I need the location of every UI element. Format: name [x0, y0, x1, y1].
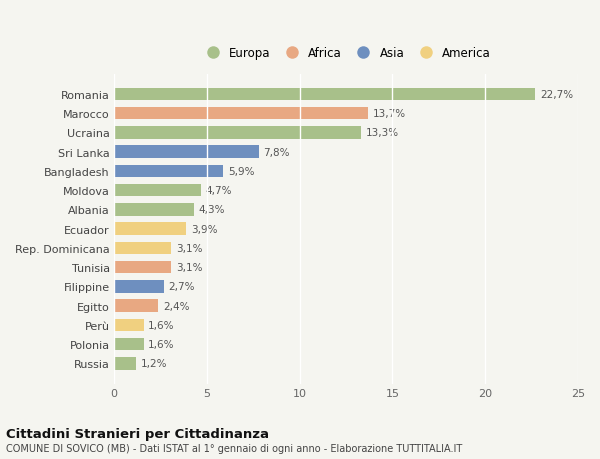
Text: 4,7%: 4,7% — [206, 186, 232, 196]
Text: 3,1%: 3,1% — [176, 243, 203, 253]
Text: 5,9%: 5,9% — [228, 167, 254, 177]
Legend: Europa, Africa, Asia, America: Europa, Africa, Asia, America — [197, 43, 494, 63]
Text: 13,3%: 13,3% — [365, 128, 398, 138]
Bar — [114, 242, 172, 255]
Bar — [114, 280, 164, 293]
Text: 3,9%: 3,9% — [191, 224, 217, 234]
Bar — [114, 165, 223, 178]
Text: 1,6%: 1,6% — [148, 320, 175, 330]
Text: 1,2%: 1,2% — [141, 358, 167, 369]
Text: 22,7%: 22,7% — [540, 90, 573, 100]
Text: 7,8%: 7,8% — [263, 147, 290, 157]
Bar — [114, 185, 201, 197]
Text: 13,7%: 13,7% — [373, 109, 406, 119]
Bar — [114, 108, 368, 120]
Bar — [114, 319, 143, 331]
Bar — [114, 146, 259, 159]
Bar — [114, 204, 194, 216]
Bar — [114, 261, 172, 274]
Bar — [114, 127, 361, 140]
Bar — [114, 89, 535, 101]
Bar — [114, 300, 158, 312]
Bar — [114, 358, 136, 370]
Text: 4,3%: 4,3% — [199, 205, 225, 215]
Text: 3,1%: 3,1% — [176, 263, 203, 273]
Bar — [114, 338, 143, 351]
Text: 2,4%: 2,4% — [163, 301, 190, 311]
Text: 1,6%: 1,6% — [148, 340, 175, 349]
Text: Cittadini Stranieri per Cittadinanza: Cittadini Stranieri per Cittadinanza — [6, 427, 269, 440]
Bar — [114, 223, 187, 235]
Text: 2,7%: 2,7% — [169, 282, 195, 292]
Text: COMUNE DI SOVICO (MB) - Dati ISTAT al 1° gennaio di ogni anno - Elaborazione TUT: COMUNE DI SOVICO (MB) - Dati ISTAT al 1°… — [6, 443, 462, 453]
